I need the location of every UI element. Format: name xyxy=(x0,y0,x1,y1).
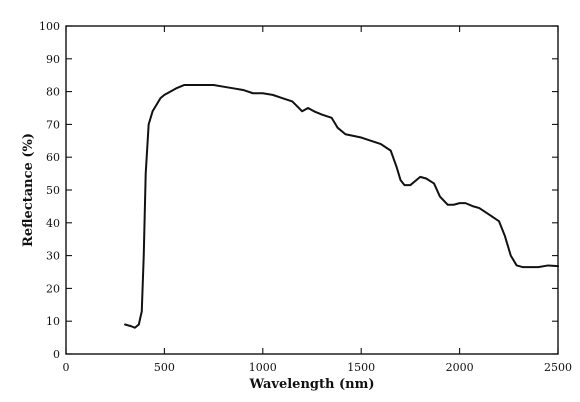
x-tick-labels: 0 500 1000 1500 2000 2500 xyxy=(63,361,573,374)
x-tick-label: 500 xyxy=(154,361,175,374)
x-tick-label: 1500 xyxy=(347,361,375,374)
x-axis-title: Wavelength (nm) xyxy=(249,377,375,392)
tick-marks xyxy=(65,25,559,355)
x-tick-label: 2500 xyxy=(544,361,572,374)
y-tick-label: 90 xyxy=(46,53,60,66)
y-tick-labels: 0 10 20 30 40 50 60 70 80 90 100 xyxy=(39,20,60,361)
series-layer xyxy=(124,84,559,329)
x-tick-label: 1000 xyxy=(249,361,277,374)
reflectance-series-line xyxy=(124,84,559,329)
y-tick-label: 70 xyxy=(46,118,60,131)
y-tick-label: 20 xyxy=(46,282,60,295)
y-tick-label: 100 xyxy=(39,20,60,33)
y-axis-title: Reflectance (%) xyxy=(21,133,36,247)
y-tick-label: 0 xyxy=(53,348,60,361)
x-tick-label: 2000 xyxy=(446,361,474,374)
y-tick-label: 50 xyxy=(46,184,60,197)
y-tick-label: 80 xyxy=(46,86,60,99)
y-tick-label: 10 xyxy=(46,315,60,328)
y-tick-label: 60 xyxy=(46,151,60,164)
y-tick-label: 30 xyxy=(46,250,60,263)
x-tick-label: 0 xyxy=(63,361,70,374)
y-tick-label: 40 xyxy=(46,217,60,230)
